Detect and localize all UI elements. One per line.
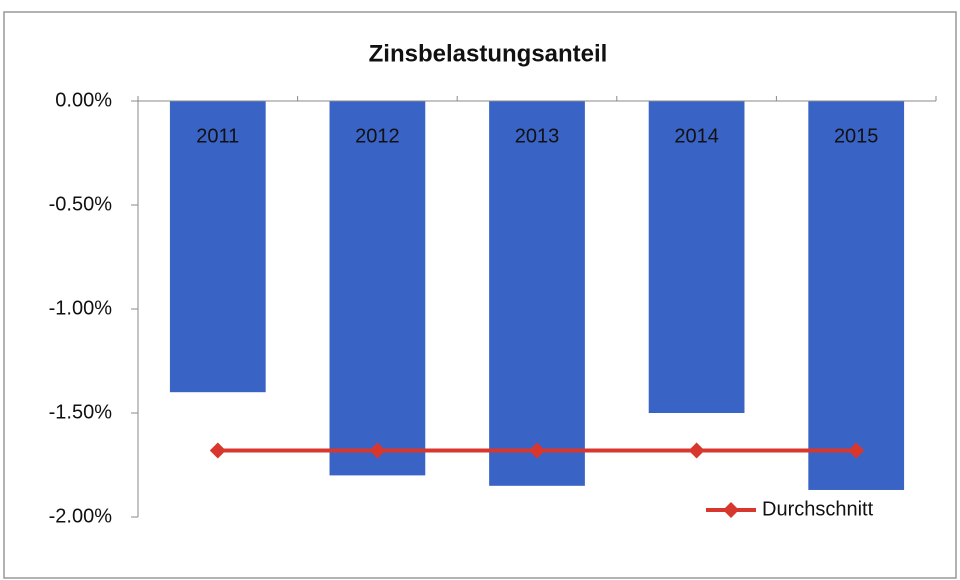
- bar: [648, 101, 745, 413]
- bar: [489, 101, 585, 486]
- bar: [169, 101, 266, 393]
- legend-label: Durchschnitt: [762, 498, 874, 520]
- x-tick-label: 2012: [355, 125, 400, 147]
- x-tick-label: 2011: [196, 125, 239, 147]
- marker: [688, 442, 705, 459]
- x-tick-label: 2015: [834, 125, 879, 147]
- chart-title: Zinsbelastungsanteil: [369, 40, 608, 67]
- legend-marker: [723, 502, 739, 518]
- y-tick-label: -0.50%: [49, 193, 113, 215]
- x-tick-label: 2013: [515, 125, 560, 147]
- marker: [529, 442, 545, 459]
- x-tick-label: 2014: [674, 125, 719, 147]
- marker: [848, 442, 865, 459]
- y-tick-label: 0.00%: [55, 89, 112, 111]
- y-tick-label: -2.00%: [49, 505, 113, 527]
- marker: [209, 442, 226, 459]
- y-tick-label: -1.50%: [49, 401, 113, 423]
- bar: [329, 101, 426, 476]
- chart-frame: [3, 11, 957, 579]
- bar: [808, 101, 905, 490]
- marker: [369, 442, 386, 459]
- y-tick-label: -1.00%: [49, 297, 113, 319]
